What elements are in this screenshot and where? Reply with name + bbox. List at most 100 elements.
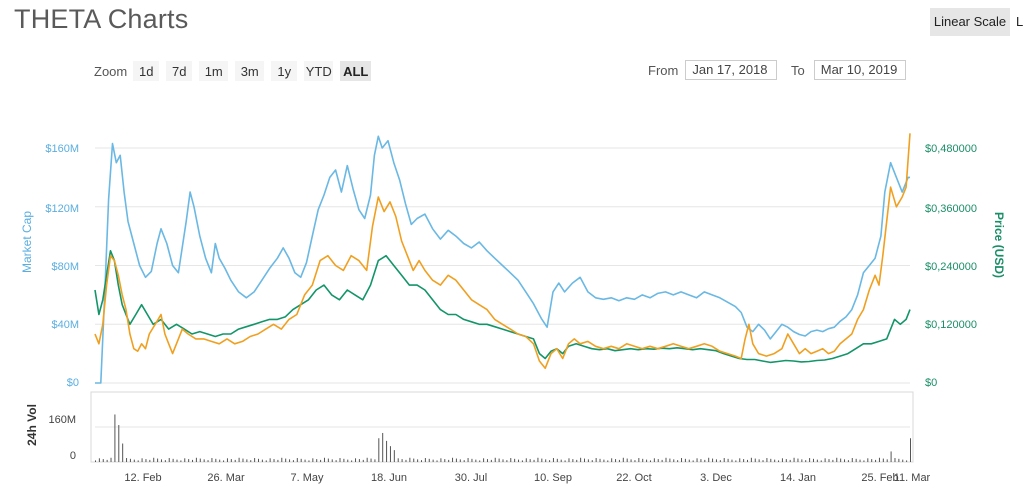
volume-bar: [634, 460, 636, 462]
volume-bar: [277, 459, 279, 462]
zoom-1m-button[interactable]: 1m: [199, 61, 229, 81]
volume-bar: [840, 458, 842, 462]
volume-bar: [587, 459, 589, 462]
x-tick: 11. Mar: [894, 472, 931, 484]
volume-bar: [289, 459, 291, 462]
volume-bar: [180, 460, 182, 462]
volume-bar: [304, 459, 306, 462]
volume-bar: [203, 459, 205, 462]
volume-bar: [312, 458, 314, 462]
volume-bar: [545, 459, 547, 462]
volume-bar: [230, 459, 232, 462]
volume-bar: [378, 438, 380, 462]
volume-bar: [195, 457, 197, 462]
volume-bar: [910, 438, 911, 462]
y-left-tick: $80M: [51, 261, 79, 273]
volume-bar: [343, 458, 345, 462]
volume-bar: [688, 459, 690, 462]
volume-bar: [362, 459, 364, 462]
volume-bar: [684, 458, 686, 462]
volume-bar: [851, 458, 853, 462]
linear-scale-button[interactable]: Linear Scale: [930, 8, 1010, 36]
volume-bar: [739, 458, 741, 462]
price-btc-line: [94, 250, 911, 364]
volume-bar: [677, 460, 679, 462]
volume-bar: [824, 458, 826, 462]
volume-bar: [661, 459, 663, 462]
volume-bar: [518, 459, 520, 462]
volume-bar: [110, 457, 112, 462]
volume-bar: [801, 459, 803, 462]
volume-bar: [781, 458, 783, 462]
log-scale-button[interactable]: L: [1016, 14, 1024, 29]
volume-bar: [855, 458, 857, 462]
volume-bar: [646, 459, 648, 462]
volume-bar: [436, 460, 438, 462]
volume-bar: [459, 459, 461, 462]
volume-bar: [188, 459, 190, 462]
zoom-bar: Zoom 1d 7d 1m 3m 1y YTD ALL: [94, 60, 378, 82]
volume-bar: [242, 458, 244, 462]
zoom-1y-button[interactable]: 1y: [271, 61, 298, 81]
volume-bar: [715, 459, 717, 462]
x-tick: 25. Feb: [861, 472, 898, 484]
volume-bar: [595, 458, 597, 462]
volume-bar: [192, 459, 194, 462]
volume-bar: [809, 458, 811, 462]
y-right-tick: $0,120000: [925, 319, 977, 331]
zoom-all-button[interactable]: ALL: [340, 61, 372, 81]
volume-bar: [102, 459, 104, 462]
price-usd-line: [94, 133, 911, 370]
volume-bar: [882, 458, 884, 462]
volume-bar: [421, 460, 422, 462]
volume-bar: [642, 458, 644, 462]
y-left-tick: $120M: [45, 203, 79, 215]
from-date-input[interactable]: Jan 17, 2018: [685, 60, 778, 80]
volume-bar: [320, 459, 322, 462]
volume-bar: [234, 459, 236, 462]
volume-bar: [114, 414, 116, 462]
zoom-7d-button[interactable]: 7d: [166, 61, 193, 81]
volume-bar: [770, 458, 772, 462]
volume-bar: [541, 458, 543, 462]
zoom-3m-button[interactable]: 3m: [235, 61, 265, 81]
volume-bar: [483, 458, 485, 462]
volume-bar: [494, 457, 496, 462]
volume-bar: [300, 458, 302, 462]
to-date-input[interactable]: Mar 10, 2019: [813, 60, 906, 80]
volume-bar: [153, 457, 155, 462]
volume-bar: [285, 458, 287, 462]
date-range-from: From Jan 17, 2018: [648, 60, 778, 80]
volume-bar: [805, 460, 807, 462]
volume-bar: [762, 460, 764, 462]
volume-bar: [265, 460, 267, 462]
volume-bar: [261, 459, 263, 462]
volume-bar: [747, 459, 748, 462]
volume-bar: [250, 460, 252, 462]
volume-bar: [591, 460, 593, 462]
volume-bar: [471, 458, 473, 462]
volume-bar: [126, 458, 128, 462]
zoom-ytd-button[interactable]: YTD: [304, 61, 334, 81]
volume-bar: [568, 458, 570, 462]
volume-bar: [199, 458, 201, 462]
volume-bar: [607, 460, 609, 462]
volume-bar: [323, 457, 325, 462]
volume-bar: [867, 458, 869, 462]
volume-bar: [878, 457, 880, 462]
volume-bar: [258, 458, 259, 462]
market-cap-line: [95, 135, 910, 384]
volume-bar: [281, 457, 283, 462]
volume-bar: [475, 459, 477, 462]
volume-bar: [358, 459, 360, 462]
volume-bar: [184, 458, 186, 462]
volume-bar: [828, 459, 830, 462]
volume-bar: [510, 458, 512, 462]
volume-bar: [486, 459, 488, 462]
volume-bar: [657, 459, 659, 462]
volume-bar: [95, 460, 96, 462]
zoom-1d-button[interactable]: 1d: [133, 61, 160, 81]
volume-bar: [219, 459, 221, 462]
volume-bar: [832, 459, 834, 462]
volume-bar: [370, 458, 372, 462]
